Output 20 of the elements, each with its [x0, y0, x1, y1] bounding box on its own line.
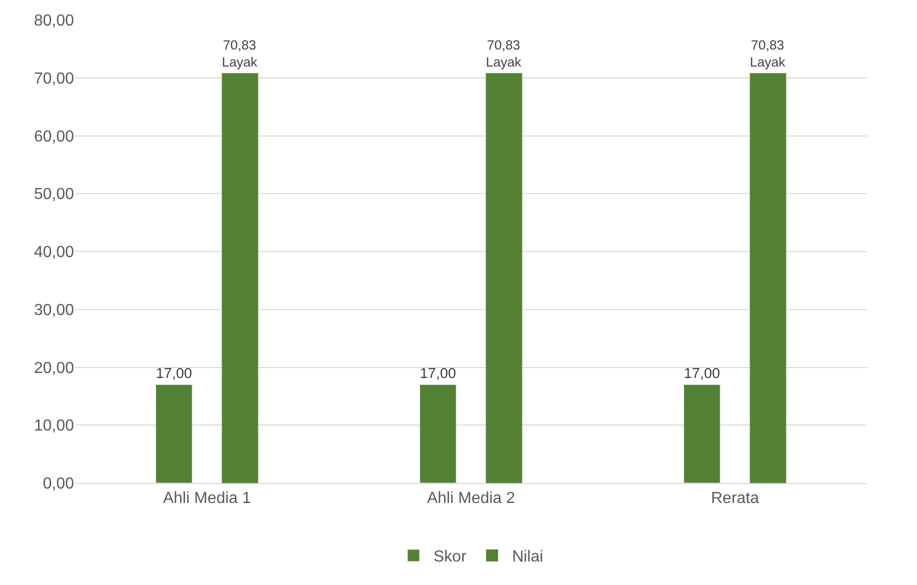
legend-label: Skor [434, 548, 468, 566]
x-tick-label: Rerata [710, 490, 760, 508]
x-tick-label: Ahli Media 2 [426, 490, 516, 508]
y-tick-label: 60,00 [34, 128, 74, 146]
data-label: 70,83 Layak [486, 37, 522, 70]
y-tick-label: 20,00 [34, 360, 74, 377]
data-label: 70,83 Layak [750, 37, 786, 70]
y-tick-label: 30,00 [34, 302, 74, 319]
legend-label: Nilai [512, 548, 544, 566]
y-tick-label: 50,00 [34, 186, 74, 204]
y-tick-label: 0,00 [42, 476, 74, 493]
y-tick-label: 40,00 [34, 244, 74, 262]
y-tick-label: 80,00 [34, 12, 74, 30]
data-label: 70,83 Layak [222, 37, 258, 70]
data-label: 17,00 [420, 366, 456, 382]
data-label: 17,00 [156, 366, 192, 382]
y-tick-label: 70,00 [34, 70, 74, 88]
y-tick-label: 10,00 [34, 418, 74, 435]
x-tick-label: Ahli Media 1 [162, 490, 252, 508]
data-label: 17,00 [684, 366, 720, 382]
